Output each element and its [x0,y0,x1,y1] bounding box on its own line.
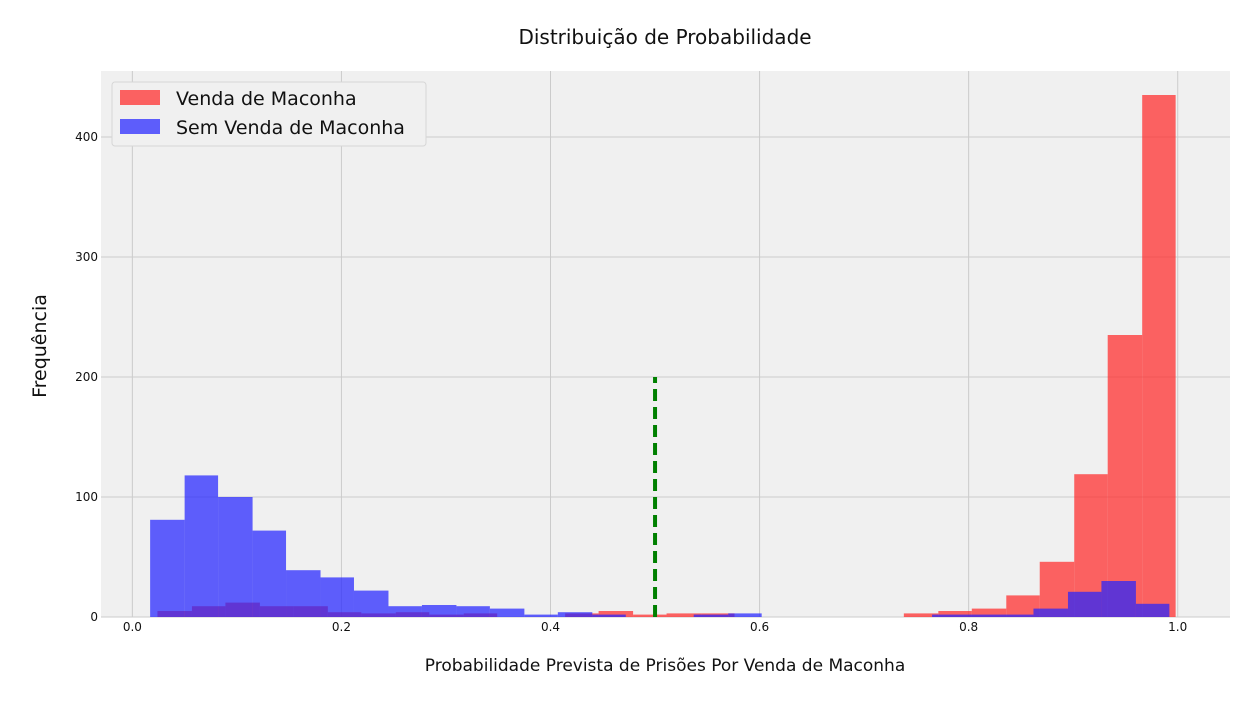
histogram-bar [388,606,422,617]
x-tick-label: 0.0 [123,620,142,634]
legend-label-venda: Venda de Maconha [176,88,357,110]
y-tick-label: 100 [75,490,98,504]
histogram-bar [1135,603,1170,617]
y-tick-label: 400 [75,130,98,144]
x-tick-label: 0.4 [541,620,560,634]
histogram-bar [184,475,219,617]
x-tick-label: 0.8 [959,620,978,634]
histogram-bar [592,614,626,617]
chart-title: Distribuição de Probabilidade [518,25,811,49]
y-tick-label: 0 [90,610,98,624]
legend-box [111,81,427,147]
histogram-bar [1142,95,1176,617]
histogram-bar [1006,595,1040,617]
histogram-bar [1107,335,1143,617]
y-tick-label: 200 [75,370,98,384]
histogram-bar [633,614,667,617]
legend-swatch-sem-venda [120,119,160,134]
tick-labels: 0.0 0.2 0.4 0.6 0.8 1.0 0 100 200 300 400 [75,130,1187,634]
histogram-bar [666,613,702,617]
histogram-bar [320,577,354,617]
histogram-bar [1000,614,1034,617]
histogram-bar [693,614,729,617]
histogram-bar [557,612,593,617]
plot-area [101,71,1230,617]
histogram-bar [421,605,457,617]
y-tick-label: 300 [75,250,98,264]
histogram-bar [524,614,558,617]
histogram-bar [456,606,490,617]
histogram-bar [1033,608,1068,617]
y-axis-label: Frequência [29,294,51,398]
histogram-bar [489,608,525,617]
histogram-bar [903,613,939,617]
histogram-bar [965,614,1001,617]
histogram-bar [150,519,185,617]
histogram-bar [286,570,321,617]
histogram-bar [728,613,762,617]
histogram-bar [252,530,287,617]
x-tick-label: 1.0 [1168,620,1187,634]
x-tick-label: 0.2 [332,620,351,634]
legend-swatch-venda [120,90,160,105]
x-axis-label: Probabilidade Prevista de Prisões Por Ve… [425,656,906,676]
x-tick-label: 0.6 [750,620,769,634]
histogram-bar [353,590,389,617]
histogram-bar [598,611,634,617]
legend: Venda de Maconha Sem Venda de Maconha [111,81,427,147]
histogram-bar [971,608,1007,617]
series-1 [150,475,1170,617]
histogram-bar [938,611,972,617]
histogram-bar [1101,581,1136,617]
histogram-bar [218,497,253,617]
histogram-bars [150,95,1176,617]
histogram-bar [932,614,966,617]
histogram-bar [1067,591,1102,617]
legend-label-sem-venda: Sem Venda de Maconha [176,117,405,139]
